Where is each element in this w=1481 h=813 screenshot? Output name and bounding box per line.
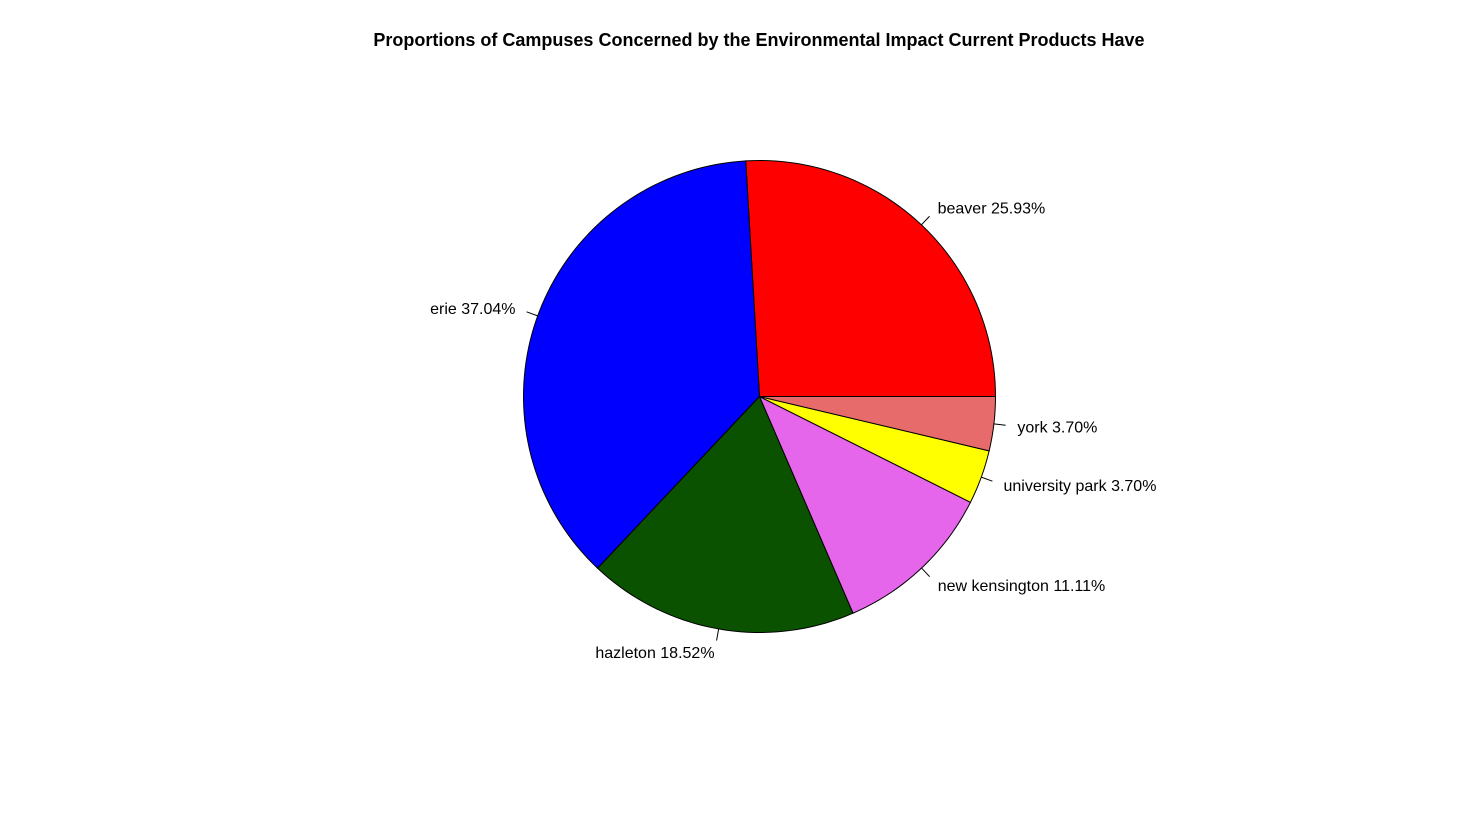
pie-slice-new-kensington [758,395,972,614]
label-ticks [526,215,1006,641]
slice-label-beaver: beaver 25.93% [938,201,1046,218]
slice-label-university-park: university park 3.70% [1003,478,1156,495]
label-tick-new-kensington [921,567,931,578]
label-tick-university-park [981,476,993,482]
pie-slice-beaver [745,159,997,397]
chart-title: Proportions of Campuses Concerned by the… [373,30,1145,50]
slice-label-york: york 3.70% [1017,420,1097,437]
slice-labels: beaver 25.93% erie 37.04% hazleton 18.52% n… [430,201,1156,663]
label-tick-hazleton [716,628,720,641]
slice-label-new-kensington: new kensington 11.11% [938,578,1106,595]
pie-slices [523,159,997,633]
label-tick-erie [526,311,538,317]
label-tick-beaver [921,215,930,226]
slice-label-hazleton: hazleton 18.52% [595,645,714,662]
label-tick-york [993,423,1006,426]
slice-label-erie: erie 37.04% [430,301,515,318]
pie-slice-erie [523,160,761,569]
